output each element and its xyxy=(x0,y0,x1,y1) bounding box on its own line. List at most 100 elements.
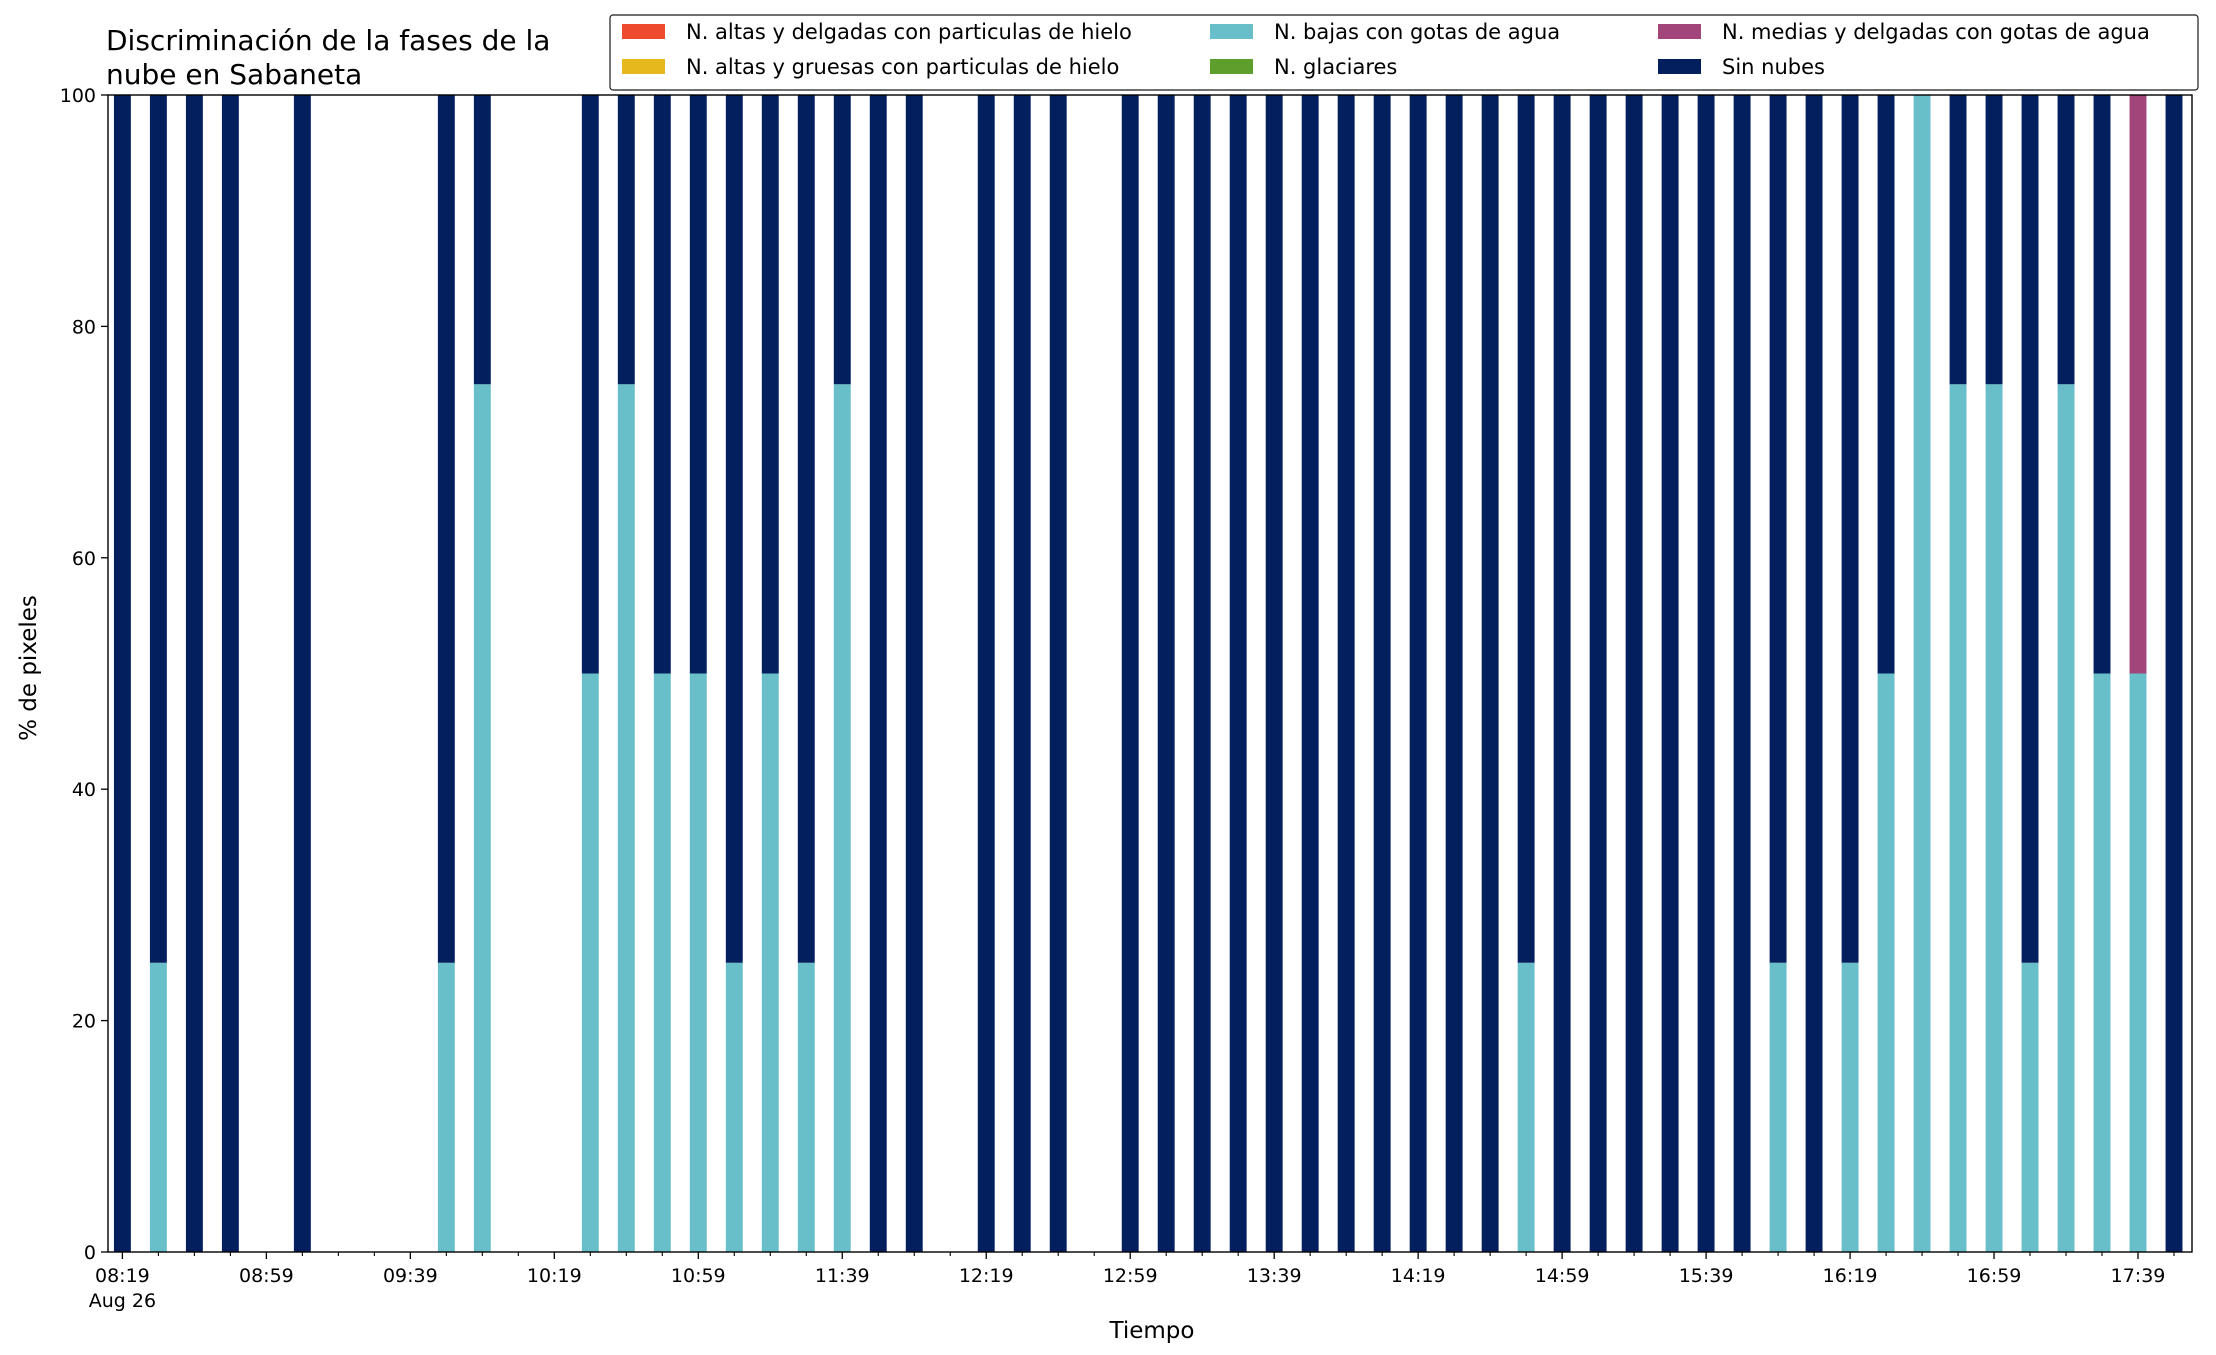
legend-swatch-sin_nubes xyxy=(1658,59,1701,74)
bar-segment-sin_nubes-1259 xyxy=(1121,95,1139,1252)
x-tick-sublabel-0819: Aug 26 xyxy=(89,1290,156,1312)
bar-segment-sin_nubes-1619 xyxy=(1841,95,1859,963)
x-tick-label-0939: 09:39 xyxy=(383,1265,438,1287)
bar-segment-bajas_agua-1139 xyxy=(833,384,851,1252)
bar-segment-bajas_agua-1039 xyxy=(617,384,635,1252)
bar-segment-bajas_agua-1029 xyxy=(581,673,599,1252)
bar-segment-bajas_agua-1619 xyxy=(1841,962,1859,1252)
x-tick-label-1659: 16:59 xyxy=(1967,1265,2022,1287)
bars-layer xyxy=(113,95,2183,1252)
bar-segment-sin_nubes-1719 xyxy=(2057,95,2075,385)
bar-segment-sin_nubes-0829 xyxy=(149,95,167,963)
y-tick-label-80: 80 xyxy=(72,316,96,338)
bar-segment-sin_nubes-1749 xyxy=(2165,95,2183,1252)
bar-segment-sin_nubes-1529 xyxy=(1661,95,1679,1252)
y-tick-label-40: 40 xyxy=(72,779,96,801)
x-tick-label-1619: 16:19 xyxy=(1823,1265,1878,1287)
x-tick-label-1139: 11:39 xyxy=(815,1265,870,1287)
chart-title-line-2: nube en Sabaneta xyxy=(106,58,362,91)
axes-layer: 0 20 40 60 80 100 08:19 Aug 26 08:59 09:39 10:19 10… xyxy=(60,85,2193,1312)
y-tick-label-20: 20 xyxy=(72,1011,96,1033)
bar-segment-sin_nubes-1419 xyxy=(1409,95,1427,1252)
legend: N. altas y delgadas con particulas de hi… xyxy=(609,14,2199,91)
bar-segment-bajas_agua-1649 xyxy=(1949,384,1967,1252)
bar-segment-bajas_agua-0959 xyxy=(473,384,491,1252)
bar-segment-sin_nubes-1709 xyxy=(2021,95,2039,963)
bar-segment-sin_nubes-1459 xyxy=(1553,95,1571,1252)
bar-segment-bajas_agua-1659 xyxy=(1985,384,2003,1252)
bar-segment-sin_nubes-1409 xyxy=(1373,95,1391,1252)
x-tick-label-0859: 08:59 xyxy=(239,1265,294,1287)
bar-segment-sin_nubes-1129 xyxy=(797,95,815,963)
legend-label-medias_agua: N. medias y delgadas con gotas de agua xyxy=(1722,20,2150,44)
bar-segment-bajas_agua-1639 xyxy=(1913,95,1931,1252)
bar-segment-sin_nubes-1029 xyxy=(581,95,599,674)
x-tick-label-1259: 12:59 xyxy=(1103,1265,1158,1287)
bar-segment-sin_nubes-1449 xyxy=(1517,95,1535,963)
bar-segment-sin_nubes-1229 xyxy=(1013,95,1031,1252)
bar-segment-sin_nubes-1629 xyxy=(1877,95,1895,674)
bar-segment-sin_nubes-1509 xyxy=(1589,95,1607,1252)
bar-segment-medias_agua-1739 xyxy=(2129,95,2147,674)
x-axis-label: Tiempo xyxy=(1109,1318,1195,1344)
bar-segment-bajas_agua-1709 xyxy=(2021,962,2039,1252)
x-tick-label-1339: 13:39 xyxy=(1247,1265,1302,1287)
bar-segment-sin_nubes-0839 xyxy=(185,95,203,1252)
bar-segment-bajas_agua-0829 xyxy=(149,962,167,1252)
y-tick-label-100: 100 xyxy=(60,85,96,107)
x-tick-label-1219: 12:19 xyxy=(959,1265,1014,1287)
y-tick-label-60: 60 xyxy=(72,548,96,570)
bar-segment-sin_nubes-0959 xyxy=(473,95,491,385)
bar-segment-sin_nubes-1109 xyxy=(725,95,743,963)
bar-segment-sin_nubes-1649 xyxy=(1949,95,1967,385)
bar-segment-sin_nubes-1039 xyxy=(617,95,635,385)
bar-segment-bajas_agua-1119 xyxy=(761,673,779,1252)
bar-segment-sin_nubes-1349 xyxy=(1301,95,1319,1252)
bar-segment-bajas_agua-1049 xyxy=(653,673,671,1252)
y-axis-label: % de pixeles xyxy=(16,595,42,741)
legend-label-glaciares: N. glaciares xyxy=(1274,55,1397,79)
bar-segment-sin_nubes-1439 xyxy=(1481,95,1499,1252)
bar-segment-sin_nubes-1239 xyxy=(1049,95,1067,1252)
x-tick-label-1459: 14:59 xyxy=(1535,1265,1590,1287)
bar-segment-sin_nubes-1159 xyxy=(905,95,923,1252)
bar-segment-sin_nubes-1559 xyxy=(1769,95,1787,963)
legend-swatch-alt_delg_hielo xyxy=(622,24,665,39)
bar-segment-bajas_agua-1129 xyxy=(797,962,815,1252)
bar-segment-sin_nubes-1729 xyxy=(2093,95,2111,674)
bar-segment-bajas_agua-1629 xyxy=(1877,673,1895,1252)
x-tick-label-1059: 10:59 xyxy=(671,1265,726,1287)
bar-segment-bajas_agua-1559 xyxy=(1769,962,1787,1252)
bar-segment-sin_nubes-1139 xyxy=(833,95,851,385)
bar-segment-bajas_agua-1059 xyxy=(689,673,707,1252)
legend-swatch-medias_agua xyxy=(1658,24,1701,39)
bar-segment-sin_nubes-0949 xyxy=(437,95,455,963)
bar-segment-sin_nubes-1339 xyxy=(1265,95,1283,1252)
bar-segment-sin_nubes-1359 xyxy=(1337,95,1355,1252)
x-tick-label-1539: 15:39 xyxy=(1679,1265,1734,1287)
y-tick-label-0: 0 xyxy=(84,1242,96,1264)
legend-swatch-alt_grue_hielo xyxy=(622,59,665,74)
bar-segment-sin_nubes-0819 xyxy=(113,95,131,1252)
legend-label-sin_nubes: Sin nubes xyxy=(1722,55,1825,79)
bar-segment-sin_nubes-1659 xyxy=(1985,95,2003,385)
x-tick-label-1739: 17:39 xyxy=(2111,1265,2166,1287)
legend-box xyxy=(609,14,2199,91)
bar-segment-bajas_agua-1739 xyxy=(2129,673,2147,1252)
bar-segment-bajas_agua-1719 xyxy=(2057,384,2075,1252)
bar-segment-bajas_agua-1729 xyxy=(2093,673,2111,1252)
bar-segment-sin_nubes-1549 xyxy=(1733,95,1751,1252)
bar-segment-sin_nubes-1429 xyxy=(1445,95,1463,1252)
bar-segment-sin_nubes-1049 xyxy=(653,95,671,674)
legend-label-bajas_agua: N. bajas con gotas de agua xyxy=(1274,20,1560,44)
x-tick-label-0819: 08:19 xyxy=(95,1265,150,1287)
bar-segment-sin_nubes-0909 xyxy=(293,95,311,1252)
legend-label-alt_grue_hielo: N. altas y gruesas con particulas de hie… xyxy=(686,55,1119,79)
bar-segment-sin_nubes-1519 xyxy=(1625,95,1643,1252)
bar-segment-sin_nubes-1319 xyxy=(1193,95,1211,1252)
bar-segment-sin_nubes-1329 xyxy=(1229,95,1247,1252)
bar-segment-sin_nubes-1119 xyxy=(761,95,779,674)
legend-swatch-glaciares xyxy=(1210,59,1253,74)
bar-segment-bajas_agua-1449 xyxy=(1517,962,1535,1252)
